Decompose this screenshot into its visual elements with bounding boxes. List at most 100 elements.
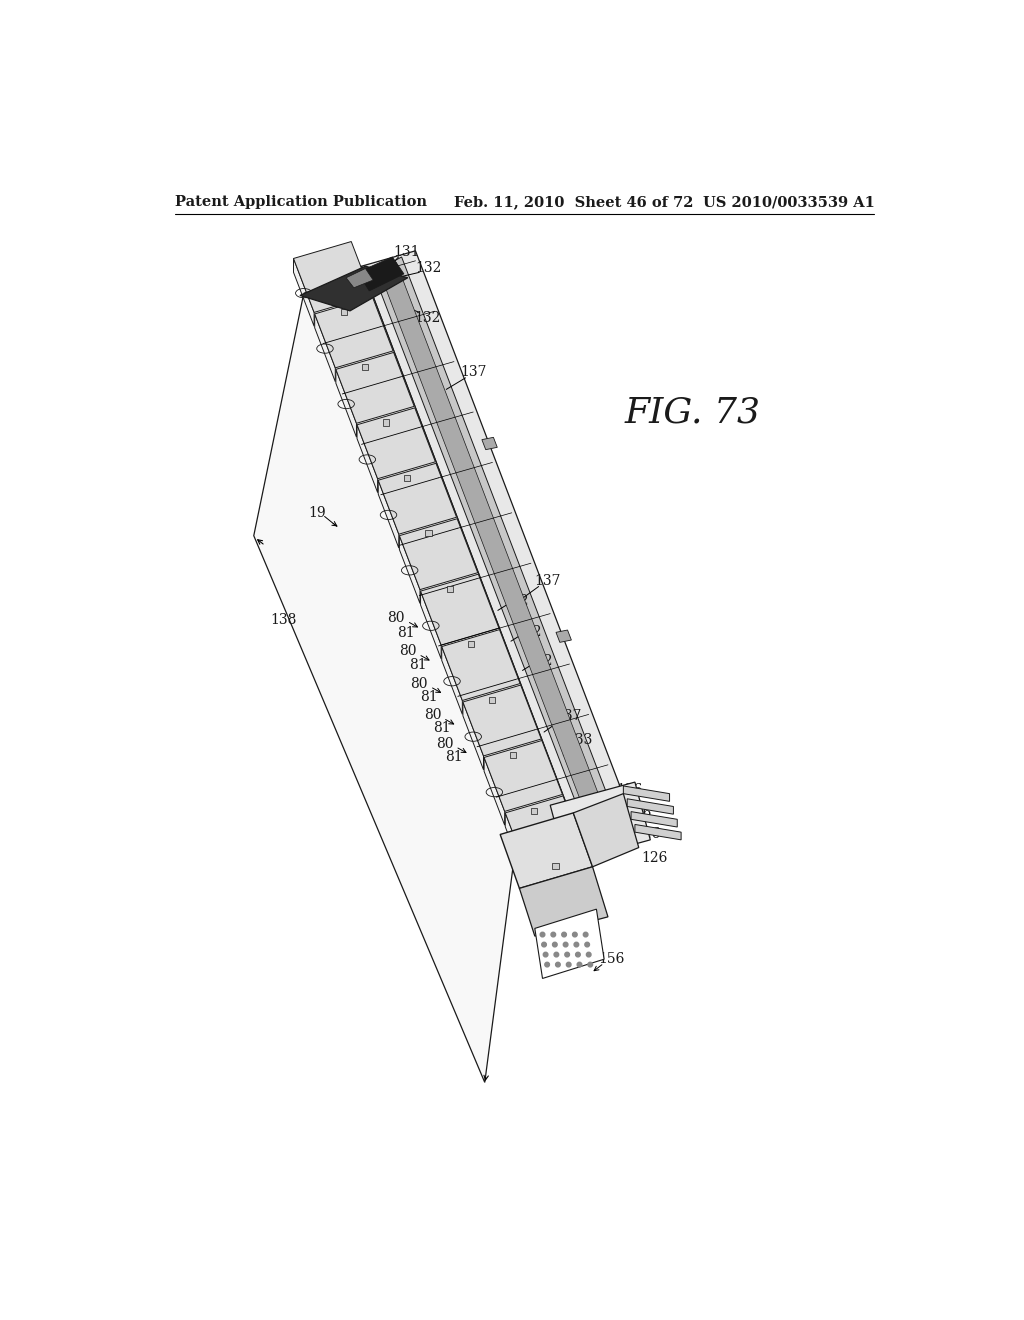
- Polygon shape: [535, 909, 604, 978]
- Polygon shape: [421, 591, 441, 659]
- Polygon shape: [550, 781, 650, 863]
- Polygon shape: [404, 475, 411, 480]
- Polygon shape: [463, 702, 483, 770]
- Polygon shape: [294, 242, 372, 313]
- Circle shape: [585, 942, 590, 946]
- Circle shape: [556, 962, 560, 968]
- Polygon shape: [254, 293, 515, 1082]
- Text: 80: 80: [424, 708, 441, 722]
- Text: 126: 126: [616, 783, 643, 797]
- Text: US 2010/0033539 A1: US 2010/0033539 A1: [702, 195, 874, 210]
- Text: Feb. 11, 2010  Sheet 46 of 72: Feb. 11, 2010 Sheet 46 of 72: [454, 195, 693, 210]
- Polygon shape: [399, 536, 420, 603]
- Polygon shape: [381, 263, 604, 822]
- Polygon shape: [341, 309, 347, 314]
- Circle shape: [574, 942, 579, 946]
- Circle shape: [544, 952, 548, 957]
- Polygon shape: [314, 297, 393, 368]
- Text: 82: 82: [511, 594, 528, 609]
- Polygon shape: [519, 867, 608, 936]
- Polygon shape: [357, 257, 403, 290]
- Text: 137: 137: [534, 574, 560, 589]
- Polygon shape: [294, 259, 314, 326]
- Polygon shape: [624, 785, 670, 801]
- Polygon shape: [304, 267, 573, 847]
- Polygon shape: [468, 642, 474, 647]
- Circle shape: [563, 942, 568, 946]
- Polygon shape: [378, 463, 457, 535]
- Polygon shape: [500, 813, 593, 888]
- Text: 112: 112: [534, 904, 559, 919]
- Polygon shape: [441, 647, 463, 714]
- Text: 132: 132: [416, 261, 441, 275]
- Polygon shape: [425, 531, 431, 536]
- Circle shape: [545, 962, 550, 968]
- Circle shape: [541, 932, 545, 937]
- Circle shape: [551, 932, 556, 937]
- Polygon shape: [300, 267, 408, 312]
- Circle shape: [584, 932, 588, 937]
- Polygon shape: [556, 630, 571, 643]
- Text: 131: 131: [393, 244, 420, 259]
- Polygon shape: [463, 685, 542, 756]
- Polygon shape: [484, 758, 505, 825]
- Text: 80: 80: [399, 644, 417, 659]
- Polygon shape: [357, 425, 378, 492]
- Text: 81: 81: [421, 690, 438, 705]
- Circle shape: [553, 942, 557, 946]
- Circle shape: [542, 942, 547, 946]
- Polygon shape: [373, 257, 611, 822]
- Text: 80: 80: [387, 611, 404, 626]
- Polygon shape: [488, 697, 495, 702]
- Text: 81: 81: [409, 659, 427, 672]
- Polygon shape: [421, 574, 499, 645]
- Text: FIG. 73: FIG. 73: [625, 396, 761, 429]
- Circle shape: [578, 962, 582, 968]
- Polygon shape: [336, 352, 415, 424]
- Text: 138: 138: [270, 614, 296, 627]
- Polygon shape: [635, 825, 681, 840]
- Polygon shape: [361, 364, 368, 370]
- Circle shape: [572, 932, 578, 937]
- Polygon shape: [361, 251, 628, 822]
- Polygon shape: [505, 796, 584, 867]
- Polygon shape: [482, 437, 498, 450]
- Polygon shape: [510, 752, 516, 758]
- Text: 82: 82: [536, 655, 553, 668]
- Circle shape: [566, 962, 571, 968]
- Text: 126: 126: [641, 850, 668, 865]
- Circle shape: [562, 932, 566, 937]
- Polygon shape: [399, 519, 478, 590]
- Text: 126: 126: [626, 807, 652, 820]
- Polygon shape: [441, 630, 520, 701]
- Circle shape: [588, 962, 593, 968]
- Polygon shape: [531, 808, 538, 813]
- Polygon shape: [552, 863, 558, 869]
- Text: 81: 81: [445, 751, 463, 764]
- Text: 82: 82: [523, 624, 542, 639]
- Polygon shape: [628, 799, 674, 814]
- Text: 81: 81: [397, 627, 415, 640]
- Circle shape: [587, 952, 591, 957]
- Text: 81: 81: [433, 721, 452, 735]
- Text: 156: 156: [599, 952, 625, 966]
- Circle shape: [554, 952, 559, 957]
- Polygon shape: [484, 741, 562, 812]
- Text: 19: 19: [308, 507, 326, 520]
- Text: 126: 126: [635, 828, 662, 841]
- Polygon shape: [573, 793, 639, 867]
- Text: 137: 137: [555, 709, 582, 723]
- Text: Patent Application Publication: Patent Application Publication: [175, 195, 427, 210]
- Circle shape: [565, 952, 569, 957]
- Text: 137: 137: [461, 366, 487, 379]
- Circle shape: [575, 952, 581, 957]
- Polygon shape: [336, 370, 356, 437]
- Polygon shape: [631, 812, 677, 828]
- Polygon shape: [346, 268, 373, 288]
- Polygon shape: [383, 420, 389, 425]
- Text: 80: 80: [436, 737, 454, 751]
- Polygon shape: [357, 408, 435, 479]
- Polygon shape: [505, 813, 526, 880]
- Text: 132: 132: [414, 310, 440, 325]
- Polygon shape: [314, 314, 335, 381]
